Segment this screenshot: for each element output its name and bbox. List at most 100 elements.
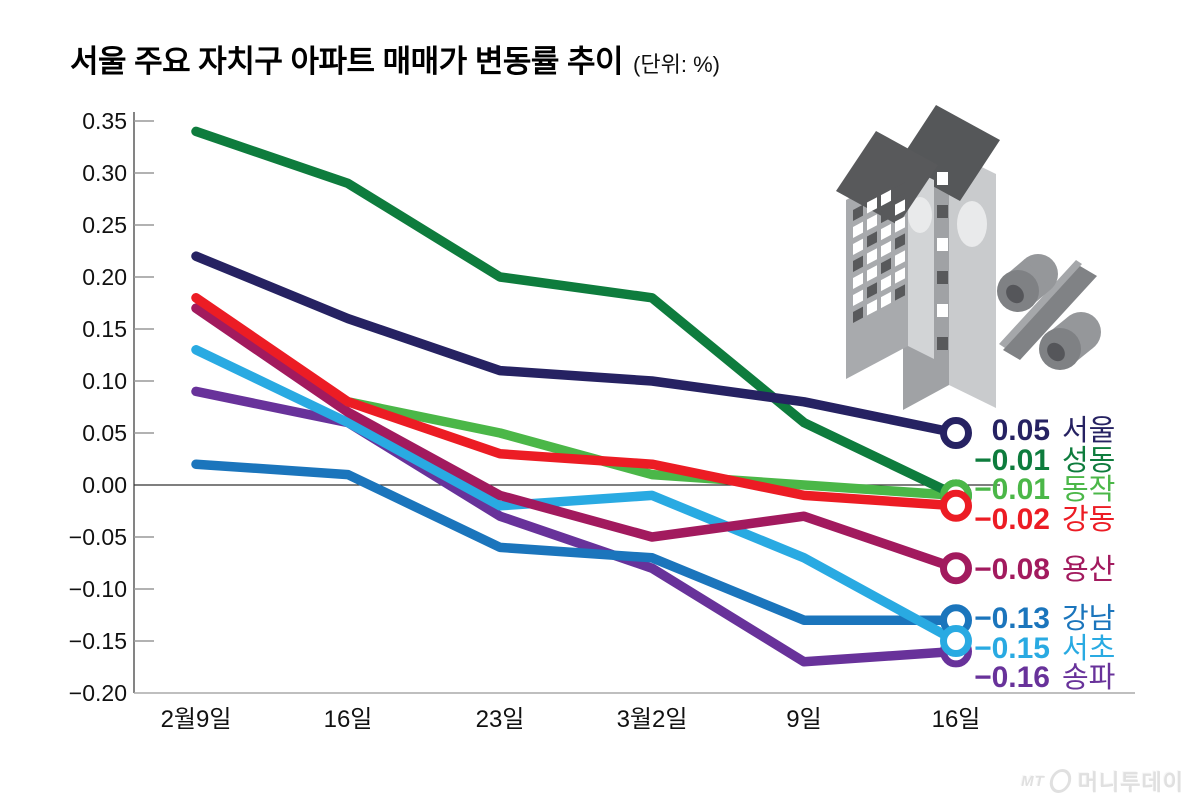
- window: [937, 205, 948, 218]
- window: [937, 271, 948, 284]
- series-line-yongsan: [191, 303, 961, 573]
- series-name-label-gangnam: 강남: [1062, 603, 1115, 635]
- y-tick-label: 0.00: [82, 472, 127, 498]
- chart-title: 서울 주요 자치구 아파트 매매가 변동률 추이: [70, 44, 624, 79]
- building-front-oval: [908, 197, 932, 233]
- building-front-windows: [853, 182, 905, 323]
- series-name-label-yongsan: 용산: [1062, 554, 1115, 586]
- window: [937, 238, 948, 251]
- series-name-label-seocho: 서초: [1062, 633, 1115, 665]
- window: [881, 274, 891, 292]
- window: [881, 240, 891, 258]
- chart-unit-label: (단위: %): [633, 52, 720, 77]
- series-line-songpa: [191, 386, 961, 667]
- y-tick-label: 0.25: [82, 212, 127, 238]
- window: [853, 221, 863, 238]
- window: [881, 189, 891, 207]
- series-value-label-seoul: 0.05: [992, 414, 1050, 447]
- window: [867, 282, 877, 299]
- window: [867, 299, 877, 316]
- y-tick-label: −0.20: [69, 680, 127, 706]
- building-front-roof: [836, 131, 938, 225]
- y-tick-label: −0.05: [69, 524, 127, 550]
- publisher-watermark: MT 머니투데이: [1021, 765, 1184, 797]
- window: [895, 267, 905, 284]
- series-name-label-songpa: 송파: [1062, 662, 1115, 694]
- series-endpoint-gangdong: [940, 489, 972, 522]
- series-line-seoul: [191, 251, 961, 438]
- y-tick-label: 0.35: [82, 108, 127, 134]
- x-tick-label: 9일: [786, 706, 821, 733]
- page-title: 서울 주요 자치구 아파트 매매가 변동률 추이 (단위: %): [70, 36, 720, 81]
- series-endpoint-seoul: [940, 417, 972, 449]
- building-back-windows: [937, 172, 948, 350]
- window: [853, 272, 863, 289]
- series-value-label-seongdong: −0.01: [974, 444, 1050, 477]
- window: [895, 284, 905, 301]
- series-value-label-gangdong: −0.02: [974, 503, 1050, 536]
- y-tick-label: 0.20: [82, 264, 127, 290]
- window: [937, 337, 948, 350]
- series-name-label-gangdong: 강동: [1062, 504, 1115, 536]
- series-line-gangdong: [191, 293, 961, 511]
- window: [853, 238, 863, 255]
- percent-symbol: [997, 254, 1101, 370]
- x-tick-label: 16일: [324, 706, 373, 733]
- window: [895, 182, 905, 199]
- series-value-label-yongsan: −0.08: [974, 553, 1050, 586]
- watermark-mt: MT: [1021, 772, 1045, 790]
- buildings-percent-illustration: [836, 105, 1101, 410]
- window: [853, 204, 863, 221]
- series-name-label-seongdong: 성동: [1062, 445, 1115, 477]
- series-endpoint-yongsan: [940, 552, 972, 585]
- series-name-label-dongjak: 동작: [1062, 474, 1115, 506]
- series-value-label-seocho: −0.15: [974, 632, 1050, 665]
- window: [867, 197, 877, 214]
- window: [867, 214, 877, 231]
- window: [853, 306, 863, 323]
- series-value-label-songpa: −0.16: [974, 661, 1050, 694]
- window: [895, 250, 905, 267]
- percent-bottom-cylinder-hole: [1047, 342, 1065, 362]
- percent-top-cylinder-hole: [1006, 284, 1024, 304]
- window: [937, 304, 948, 317]
- window: [867, 265, 877, 282]
- window: [881, 223, 891, 241]
- y-tick-label: 0.15: [82, 316, 127, 342]
- window: [895, 199, 905, 216]
- window: [867, 248, 877, 265]
- y-tick-label: 0.30: [82, 160, 127, 186]
- series-value-label-dongjak: −0.01: [974, 473, 1050, 506]
- percent-slash: [1003, 266, 1097, 360]
- x-tick-label: 16일: [932, 706, 981, 733]
- series-endpoint-seocho: [940, 625, 972, 657]
- x-tick-label: 3월2일: [617, 706, 688, 733]
- y-tick-label: −0.10: [69, 576, 127, 602]
- series-line-seocho: [191, 345, 961, 646]
- building-back-oval: [957, 201, 987, 247]
- x-tick-label: 23일: [476, 706, 525, 733]
- percent-slash-bevel: [999, 260, 1082, 348]
- window: [895, 233, 905, 250]
- window: [881, 257, 891, 275]
- series-line-gangnam: [191, 459, 961, 625]
- watermark-name: 머니투데이: [1077, 770, 1184, 795]
- window: [937, 172, 948, 185]
- watermark-logo-icon: [1047, 769, 1073, 793]
- x-tick-label: 2월9일: [161, 706, 232, 733]
- window: [853, 289, 863, 306]
- window: [853, 255, 863, 272]
- series-name-label-seoul: 서울: [1062, 415, 1115, 447]
- series-line-seongdong: [191, 126, 961, 501]
- y-tick-label: 0.10: [82, 368, 127, 394]
- y-tick-label: 0.05: [82, 420, 127, 446]
- window: [895, 216, 905, 233]
- series-value-label-gangnam: −0.13: [974, 602, 1050, 635]
- window: [881, 291, 891, 309]
- window: [881, 206, 891, 224]
- window: [867, 231, 877, 248]
- series-line-dongjak: [343, 397, 961, 501]
- y-tick-label: −0.15: [69, 628, 127, 654]
